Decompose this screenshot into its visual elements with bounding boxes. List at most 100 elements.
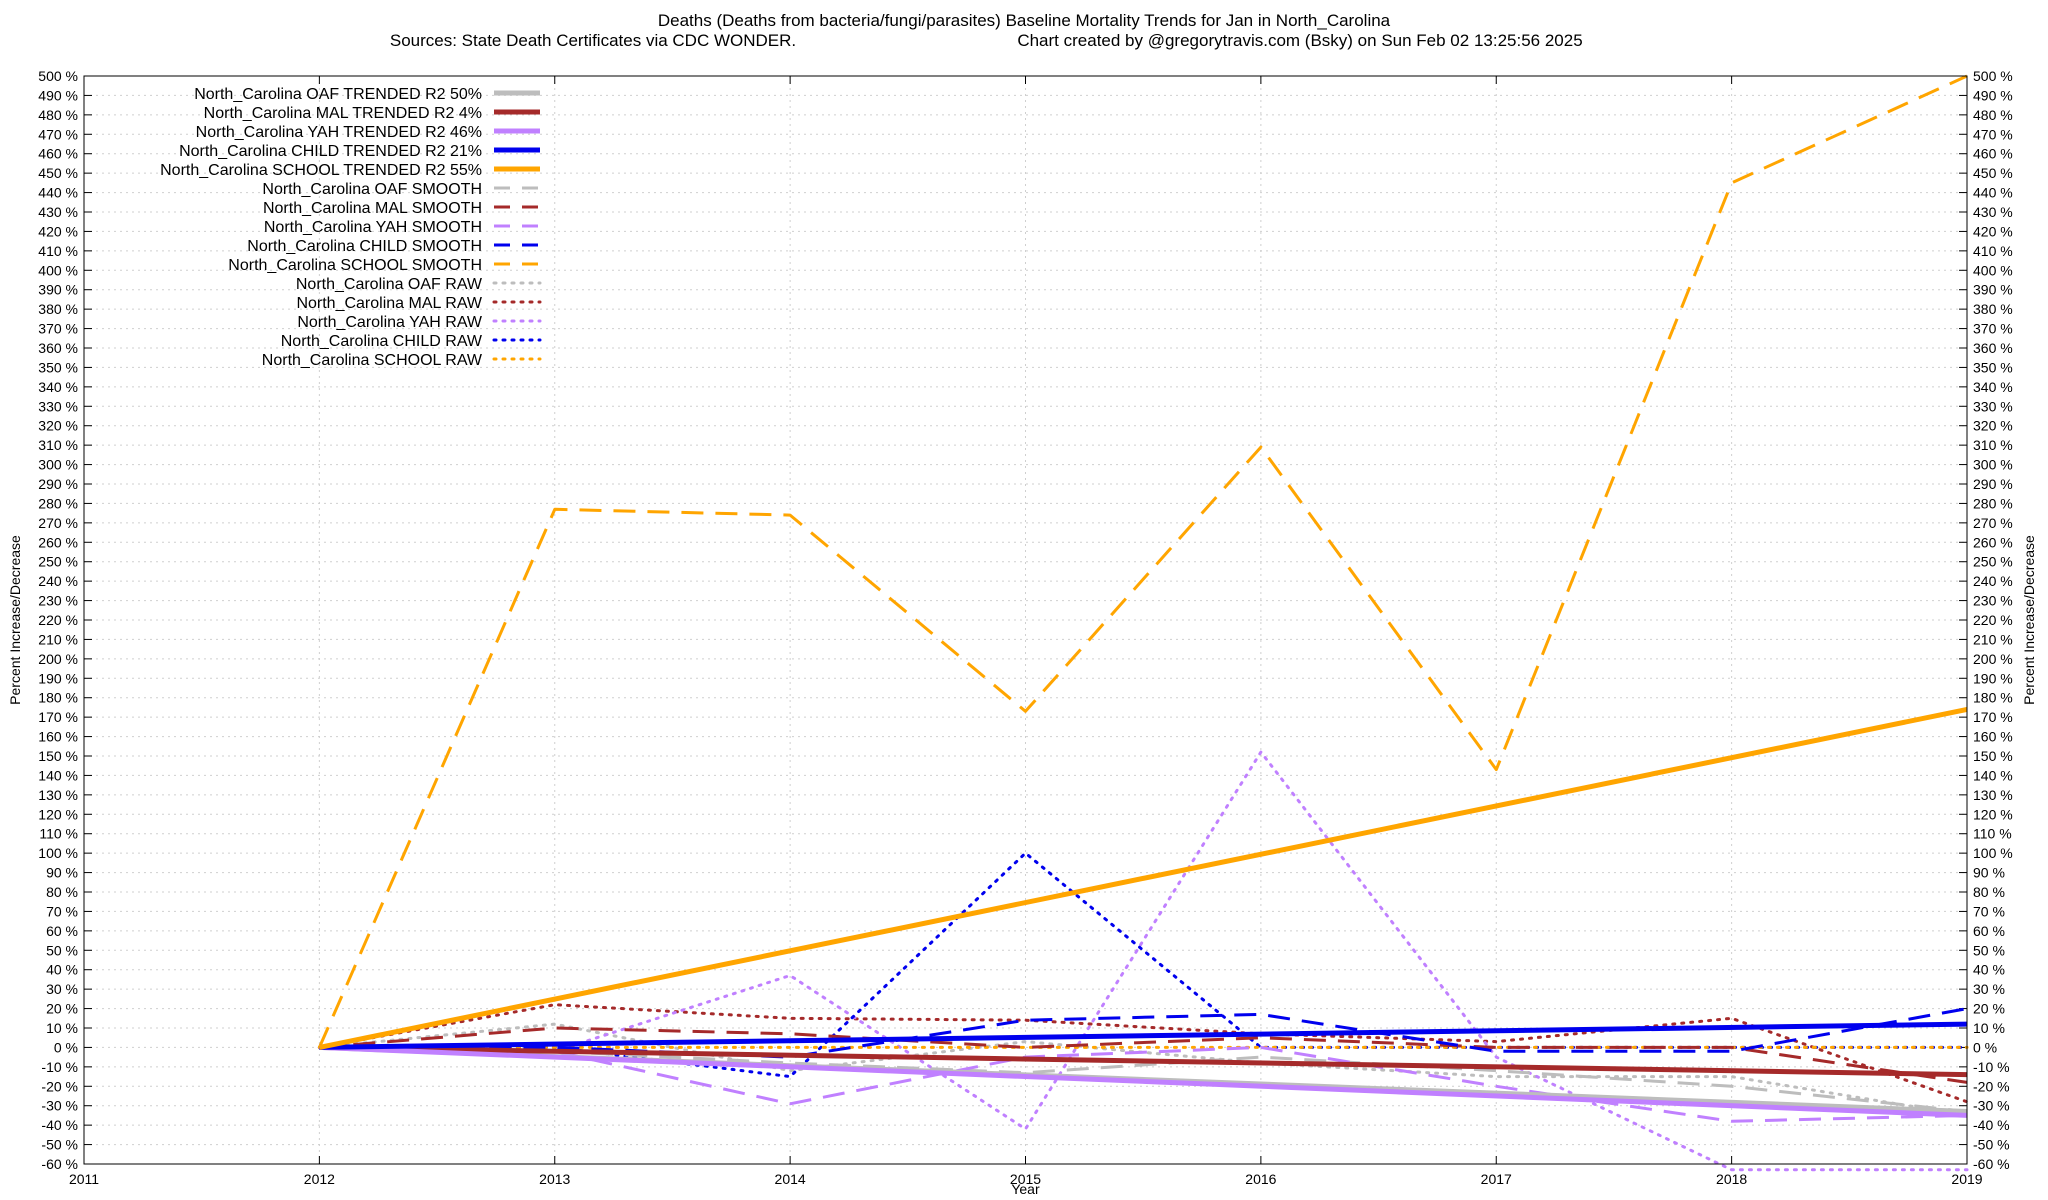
- y2-tick-label: 190 %: [1973, 670, 2013, 686]
- y-tick-label: 360 %: [38, 340, 78, 356]
- y2-tick-label: 450 %: [1973, 165, 2013, 181]
- legend-label-3: North_Carolina CHILD TRENDED R2 21%: [179, 143, 482, 160]
- y-tick-label: 230 %: [38, 593, 78, 609]
- y-tick-label: -30 %: [41, 1098, 78, 1114]
- series-line-2: [319, 1044, 1968, 1118]
- series-line-9: [318, 74, 1968, 1049]
- y-tick-label: 90 %: [46, 865, 78, 881]
- x-tick-label: 2017: [1481, 1171, 1512, 1187]
- y-tick-label: 70 %: [46, 903, 78, 919]
- y-tick-label: 50 %: [46, 942, 78, 958]
- y2-tick-label: 210 %: [1973, 631, 2013, 647]
- y-tick-label: -50 %: [41, 1137, 78, 1153]
- x-tick-label: 2012: [304, 1171, 335, 1187]
- y-tick-label: 0 %: [54, 1039, 78, 1055]
- plot-frame: [83, 75, 1968, 1165]
- y2-tick-label: 440 %: [1973, 185, 2013, 201]
- y-tick-label: 450 %: [38, 165, 78, 181]
- y2-tick-label: 460 %: [1973, 146, 2013, 162]
- y-tick-label: 250 %: [38, 554, 78, 570]
- y-tick-label: 490 %: [38, 87, 78, 103]
- y-tick-label: 300 %: [38, 457, 78, 473]
- y-tick-label: 330 %: [38, 398, 78, 414]
- legend-label-0: North_Carolina OAF TRENDED R2 50%: [194, 86, 482, 103]
- y2-tick-label: 300 %: [1973, 457, 2013, 473]
- legend-label-1: North_Carolina MAL TRENDED R2 4%: [204, 105, 482, 122]
- y-tick-label: 120 %: [38, 806, 78, 822]
- y-tick-label: 480 %: [38, 107, 78, 123]
- y2-tick-label: 30 %: [1973, 981, 2005, 997]
- legend-label-10: North_Carolina OAF RAW: [296, 276, 483, 293]
- y2-tick-label: 260 %: [1973, 534, 2013, 550]
- y2-tick-label: 310 %: [1973, 437, 2013, 453]
- y-tick-label: 440 %: [38, 185, 78, 201]
- y-tick-label: 210 %: [38, 631, 78, 647]
- y2-tick-label: 390 %: [1973, 282, 2013, 298]
- y2-tick-label: 140 %: [1973, 767, 2013, 783]
- y2-tick-label: 180 %: [1973, 690, 2013, 706]
- y-tick-label: 170 %: [38, 709, 78, 725]
- y-tick-label: 80 %: [46, 884, 78, 900]
- y-tick-label: -10 %: [41, 1059, 78, 1075]
- series-line-4: [318, 706, 1968, 1050]
- x-tick-label: 2014: [775, 1171, 806, 1187]
- legend-label-12: North_Carolina YAH RAW: [297, 314, 483, 331]
- legend-label-9: North_Carolina SCHOOL SMOOTH: [228, 257, 482, 274]
- legend-label-4: North_Carolina SCHOOL TRENDED R2 55%: [160, 162, 482, 179]
- y-axis-label: Percent Increase/Decrease: [7, 535, 23, 705]
- y2-tick-label: 0 %: [1973, 1039, 1997, 1055]
- y-tick-label: -20 %: [41, 1078, 78, 1094]
- y2-tick-label: 430 %: [1973, 204, 2013, 220]
- y2-tick-label: 480 %: [1973, 107, 2013, 123]
- y2-tick-label: 280 %: [1973, 495, 2013, 511]
- y-tick-label: 190 %: [38, 670, 78, 686]
- y2-tick-label: 230 %: [1973, 593, 2013, 609]
- y-tick-label: 420 %: [38, 223, 78, 239]
- y2-tick-label: 490 %: [1973, 87, 2013, 103]
- y2-tick-label: 200 %: [1973, 651, 2013, 667]
- legend-label-2: North_Carolina YAH TRENDED R2 46%: [196, 124, 482, 141]
- y-tick-label: 40 %: [46, 962, 78, 978]
- legend-label-11: North_Carolina MAL RAW: [296, 295, 482, 312]
- y2-tick-label: 150 %: [1973, 748, 2013, 764]
- legend-label-6: North_Carolina MAL SMOOTH: [263, 200, 482, 217]
- y2-tick-label: 160 %: [1973, 729, 2013, 745]
- y2-tick-label: 130 %: [1973, 787, 2013, 803]
- y-tick-label: 390 %: [38, 282, 78, 298]
- y2-tick-label: 500 %: [1973, 68, 2013, 84]
- y2-tick-label: -40 %: [1973, 1117, 2010, 1133]
- series-layer: [317, 74, 1969, 1172]
- y-tick-label: 470 %: [38, 126, 78, 142]
- y-tick-label: -60 %: [41, 1156, 78, 1172]
- y-tick-label: 150 %: [38, 748, 78, 764]
- x-tick-label: 2018: [1716, 1171, 1747, 1187]
- y-tick-label: 10 %: [46, 1020, 78, 1036]
- legend-label-13: North_Carolina CHILD RAW: [281, 333, 483, 350]
- y-tick-label: 290 %: [38, 476, 78, 492]
- x-tick-label: 2016: [1245, 1171, 1276, 1187]
- y2-tick-label: -60 %: [1973, 1156, 2010, 1172]
- y-tick-label: 320 %: [38, 418, 78, 434]
- legend-label-8: North_Carolina CHILD SMOOTH: [247, 238, 482, 255]
- y-tick-label: 430 %: [38, 204, 78, 220]
- y-tick-label: 220 %: [38, 612, 78, 628]
- y-tick-label: 410 %: [38, 243, 78, 259]
- y-tick-label: 340 %: [38, 379, 78, 395]
- y2-axis-label: Percent Increase/Decrease: [2021, 535, 2037, 705]
- y2-tick-label: 330 %: [1973, 398, 2013, 414]
- y-tick-label: 240 %: [38, 573, 78, 589]
- y-tick-label: 180 %: [38, 690, 78, 706]
- y2-tick-label: 170 %: [1973, 709, 2013, 725]
- y2-tick-label: 380 %: [1973, 301, 2013, 317]
- y-tick-label: 20 %: [46, 1001, 78, 1017]
- y-tick-label: 270 %: [38, 515, 78, 531]
- y-tick-label: 100 %: [38, 845, 78, 861]
- y2-tick-label: 90 %: [1973, 865, 2005, 881]
- y2-tick-label: 110 %: [1973, 826, 2012, 842]
- y2-tick-label: 50 %: [1973, 942, 2005, 958]
- y-tick-label: 380 %: [38, 301, 78, 317]
- y2-tick-label: 370 %: [1973, 321, 2013, 337]
- y2-tick-label: 240 %: [1973, 573, 2013, 589]
